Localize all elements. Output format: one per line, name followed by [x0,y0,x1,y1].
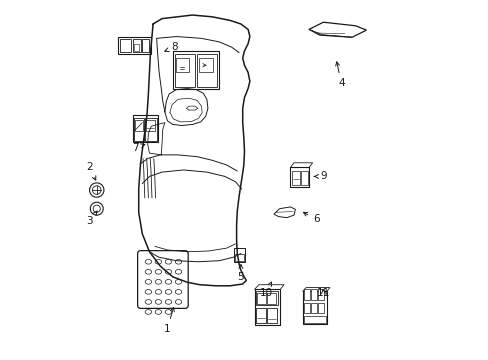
Bar [120,39,131,52]
Ellipse shape [145,260,151,264]
Bar [235,254,244,261]
Bar [290,167,308,187]
Ellipse shape [165,300,171,304]
Bar [304,289,309,300]
Ellipse shape [155,310,162,314]
Ellipse shape [145,289,151,294]
Bar [145,121,155,131]
Ellipse shape [155,279,162,284]
Bar [318,289,324,300]
Polygon shape [273,207,295,218]
Bar [142,39,148,52]
Bar [304,303,309,314]
Text: 4: 4 [335,62,344,88]
Text: 10: 10 [259,282,272,298]
Ellipse shape [145,270,151,274]
Bar [174,54,195,87]
Bar [135,121,142,131]
Text: 2: 2 [86,162,96,180]
Text: 3: 3 [86,211,97,226]
Ellipse shape [175,270,182,274]
Bar [144,118,156,140]
Bar [197,54,217,87]
Bar [266,293,275,304]
Bar [234,248,244,262]
Bar [118,37,150,54]
Text: 5: 5 [237,265,244,282]
Ellipse shape [145,279,151,284]
Bar [310,303,316,314]
Bar [266,309,276,323]
Circle shape [90,202,103,215]
Bar [254,289,280,325]
Bar [257,293,265,304]
Text: 6: 6 [303,212,319,224]
Bar [176,58,188,72]
Bar [132,39,140,52]
Circle shape [92,186,101,194]
Ellipse shape [165,260,171,264]
Ellipse shape [175,300,182,304]
Ellipse shape [155,260,162,264]
Ellipse shape [165,279,171,284]
Ellipse shape [165,310,171,314]
Bar [172,51,219,89]
Bar [134,44,139,51]
Bar [301,171,307,185]
Bar [292,171,300,185]
Ellipse shape [175,279,182,284]
Ellipse shape [155,270,162,274]
Bar [255,291,278,305]
Bar [318,303,324,314]
Bar [199,58,213,72]
FancyBboxPatch shape [137,251,188,309]
Circle shape [89,183,104,197]
Bar [302,291,326,324]
Ellipse shape [145,310,151,314]
Text: 7: 7 [132,143,144,153]
Bar [304,316,325,323]
Text: 1: 1 [164,307,174,334]
Bar [310,289,316,300]
Ellipse shape [155,289,162,294]
Ellipse shape [175,289,182,294]
Ellipse shape [165,270,171,274]
Ellipse shape [175,260,182,264]
Bar [255,309,265,323]
Text: 9: 9 [314,171,326,181]
Text: 11: 11 [316,288,329,298]
Text: 8: 8 [164,42,178,52]
Polygon shape [308,22,366,37]
Bar [134,118,144,140]
Ellipse shape [155,300,162,304]
Bar [132,116,158,142]
Ellipse shape [165,289,171,294]
Circle shape [93,205,100,212]
Ellipse shape [145,300,151,304]
